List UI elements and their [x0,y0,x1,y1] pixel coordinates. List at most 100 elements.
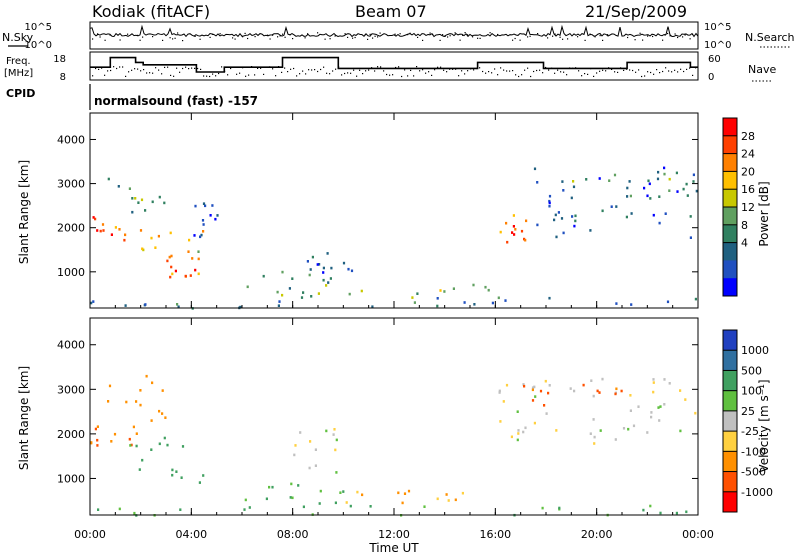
nsearch-dot [152,36,154,38]
nave-dot [290,68,292,70]
colorbar-swatch [723,224,737,244]
nave-dot [500,67,502,69]
nave-dot [302,70,304,72]
data-cell [598,177,601,180]
data-cell [531,399,535,402]
nave-dot [284,67,286,69]
nsearch-dot [514,37,516,40]
data-cell [499,420,502,423]
data-cell [505,383,509,387]
nave-dot [338,66,340,68]
nave-dot [650,71,652,74]
data-cell [342,490,345,493]
nave-dot [389,74,391,76]
data-cell [194,268,197,272]
nave-dot [227,74,229,76]
data-cell [123,238,126,242]
nave-dot [299,73,301,75]
data-cell [333,428,336,431]
data-cell [502,400,505,403]
nsky-label: N.Sky [2,31,34,44]
data-cell [138,468,141,471]
nave-dot [293,67,295,70]
colorbar-tick-label: 1000 [741,344,769,357]
nave-dot [647,71,649,73]
data-cell [335,471,338,474]
nave-dot [287,71,289,73]
data-cell [202,474,205,477]
data-cell [615,205,618,208]
nave-dot [572,67,574,69]
data-cell [648,182,651,186]
data-cell [520,229,524,233]
data-cell [663,403,666,406]
data-cell [322,278,325,282]
data-cell [663,172,666,176]
data-cell [531,388,534,392]
data-cell [356,490,359,494]
data-cell [201,219,205,222]
nave-dot [410,69,412,71]
data-cell [543,404,546,407]
data-cell [652,381,655,384]
nsearch-dot [334,35,336,37]
data-cell [188,238,191,242]
nsearch-dot [567,38,569,40]
data-cell [193,234,196,237]
colorbar-tick-label: 500 [741,364,762,377]
data-cell [637,405,640,408]
nsearch-dot [684,34,686,36]
data-cell [512,225,515,228]
nave-dot [197,67,199,70]
nave-dot [260,67,262,69]
data-cell [447,499,450,502]
colorbar-swatch [723,278,737,297]
data-cell [209,214,212,217]
nave-dot [641,75,643,78]
data-cell [463,301,466,304]
nave-dot [272,68,274,70]
colorbar-swatch [723,451,737,472]
nave-dot [536,69,538,72]
data-cell [316,263,319,266]
nave-dot [506,70,508,72]
data-cell [668,189,671,192]
data-cell [107,177,110,181]
data-cell [246,285,249,289]
data-cell [573,389,576,393]
data-cell [585,178,588,181]
date-title: 21/Sep/2009 [585,2,687,21]
nave-dot [440,66,442,68]
data-cell [692,180,695,183]
nsearch-dot [497,33,499,36]
data-cell [668,177,671,181]
nsearch-dot [372,37,374,39]
nave-dot [353,69,355,71]
data-cell [695,189,698,193]
data-cell [403,492,407,495]
nave-dot [530,75,532,78]
nsearch-dot [454,32,456,34]
data-cell [330,266,333,270]
nave-dot [404,69,406,71]
data-cell [571,215,574,218]
nsearch-dot [537,33,539,35]
nsearch-dot [242,36,244,38]
colorbar-swatch [723,471,737,493]
nave-dot [101,67,103,69]
data-cell [544,379,547,383]
data-cell [560,217,564,220]
data-cell [652,378,655,381]
data-cell [555,235,558,239]
nave-dot [182,67,184,70]
data-cell [347,267,350,271]
data-cell [101,223,105,226]
data-cell [198,481,201,484]
nave-dot [482,70,484,73]
data-cell [666,300,670,304]
nave-dot [590,68,592,70]
colorbar-tick-label: -100 [741,445,766,458]
nave-dot [383,70,385,72]
power-ylabel: Slant Range [km] [17,160,31,264]
data-cell [689,215,692,218]
